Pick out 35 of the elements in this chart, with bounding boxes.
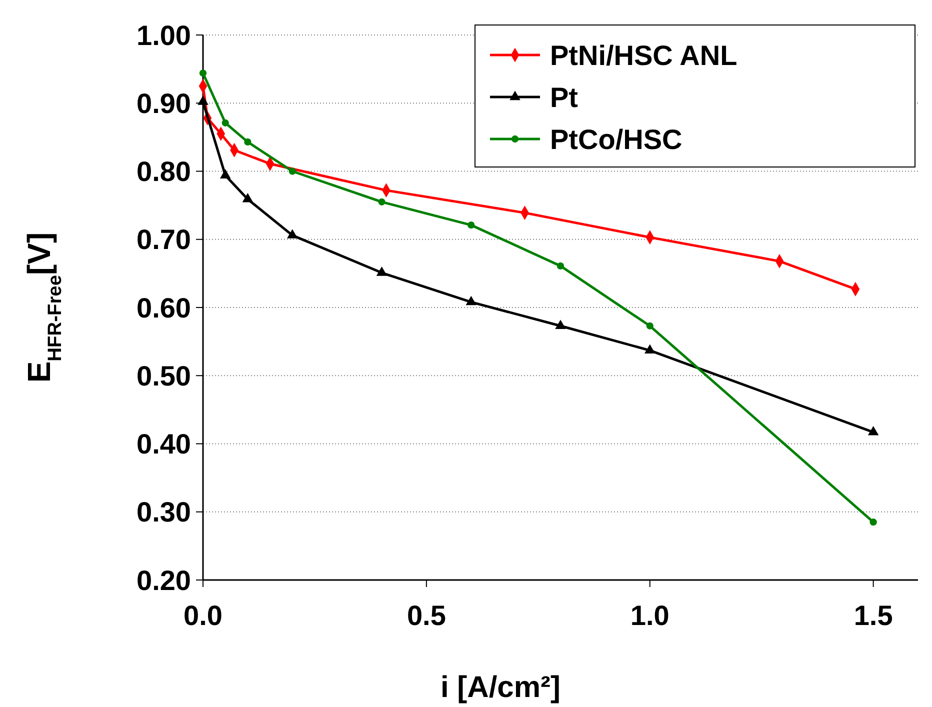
point [376, 266, 388, 276]
point [556, 262, 564, 270]
point [644, 344, 656, 354]
point [220, 169, 231, 178]
y-tick-label: 0.80 [136, 156, 191, 188]
point [466, 296, 476, 306]
point [870, 518, 877, 526]
point [555, 320, 566, 329]
x-tick-label: 1.5 [854, 600, 893, 631]
y-tick-label: 1.00 [136, 20, 191, 51]
point [222, 119, 229, 126]
legend-label: Pt [550, 82, 578, 113]
y-tick-label: 0.70 [136, 224, 191, 256]
legend-label: PtCo/HSC [550, 124, 682, 155]
point [868, 426, 879, 436]
y-tick-label: 0.20 [136, 564, 191, 596]
point [244, 138, 252, 146]
y-tick-label: 0.30 [136, 496, 191, 528]
y-tick-label: 0.50 [136, 360, 191, 392]
x-tick-label: 0.5 [406, 600, 446, 631]
point [646, 322, 654, 330]
x-tick-label: 1.0 [630, 600, 670, 631]
y-tick-label: 0.90 [136, 88, 191, 119]
y-tick-label: 0.60 [136, 292, 191, 324]
point [198, 96, 208, 105]
point [287, 229, 298, 238]
x-tick-label: 0.0 [184, 600, 222, 631]
point [242, 192, 254, 202]
point [288, 168, 296, 175]
point [468, 222, 475, 229]
y-tick-label: 0.40 [136, 428, 191, 460]
point [199, 70, 207, 77]
x-axis-title: i [A/cm²] [440, 671, 560, 704]
legend-label: PtNi/HSC ANL [550, 40, 738, 71]
point [378, 198, 386, 206]
